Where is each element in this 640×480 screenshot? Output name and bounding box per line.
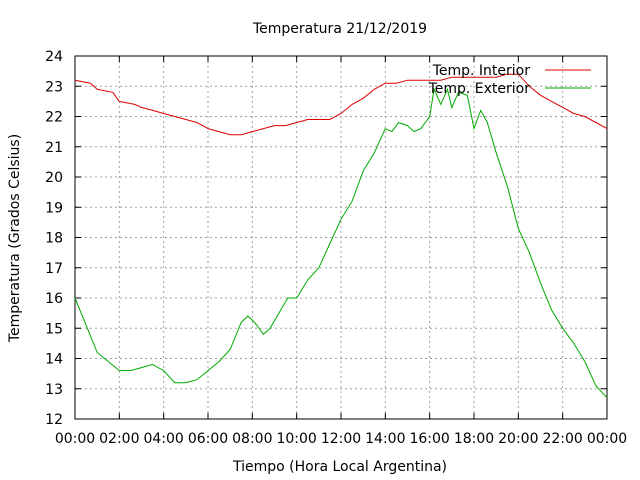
- legend-label-temp-exterior: Temp. Exterior: [428, 81, 531, 97]
- legend: Temp. Interior Temp. Exterior: [428, 63, 591, 97]
- x-tick-label: 20:00: [498, 431, 538, 447]
- y-axis-label: Temperatura (Grados Celsius): [7, 134, 23, 343]
- y-tick-label: 14: [45, 352, 63, 368]
- y-tick-label: 18: [45, 231, 63, 247]
- x-tick-label: 14:00: [365, 431, 405, 447]
- x-tick-label: 04:00: [143, 431, 183, 447]
- series-line-temp-exterior: [74, 87, 608, 399]
- y-tick-label: 21: [45, 140, 63, 156]
- y-tick-label: 15: [45, 321, 63, 337]
- y-tick-label: 20: [45, 170, 63, 186]
- x-tick-label: 08:00: [232, 431, 272, 447]
- x-tick-label: 12:00: [321, 431, 361, 447]
- y-tick-label: 17: [45, 261, 63, 277]
- y-tick-label: 16: [45, 291, 63, 307]
- y-tick-label: 13: [45, 382, 63, 398]
- axis-ticks: 00:00 02:00 04:00 06:00 08:00 10:00 12:00 14:00…: [45, 49, 627, 447]
- x-tick-label: 10:00: [276, 431, 316, 447]
- x-axis-label: Tiempo (Hora Local Argentina): [232, 459, 447, 475]
- grid: [75, 56, 607, 419]
- x-tick-label: 22:00: [542, 431, 582, 447]
- y-tick-label: 12: [45, 412, 63, 428]
- x-tick-label: 02:00: [99, 431, 139, 447]
- series-layer: [74, 73, 608, 399]
- x-tick-label: 00:00: [55, 431, 95, 447]
- x-tick-label: 06:00: [188, 431, 228, 447]
- x-tick-label: 16:00: [409, 431, 449, 447]
- series-line-temp-interior: [74, 73, 608, 136]
- x-tick-label: 18:00: [454, 431, 494, 447]
- chart-title: Temperatura 21/12/2019: [252, 21, 427, 37]
- y-tick-label: 23: [45, 79, 63, 95]
- legend-label-temp-interior: Temp. Interior: [432, 63, 531, 79]
- y-tick-label: 19: [45, 200, 63, 216]
- y-tick-label: 24: [45, 49, 63, 65]
- y-tick-label: 22: [45, 110, 63, 126]
- x-tick-label: 00:00: [587, 431, 627, 447]
